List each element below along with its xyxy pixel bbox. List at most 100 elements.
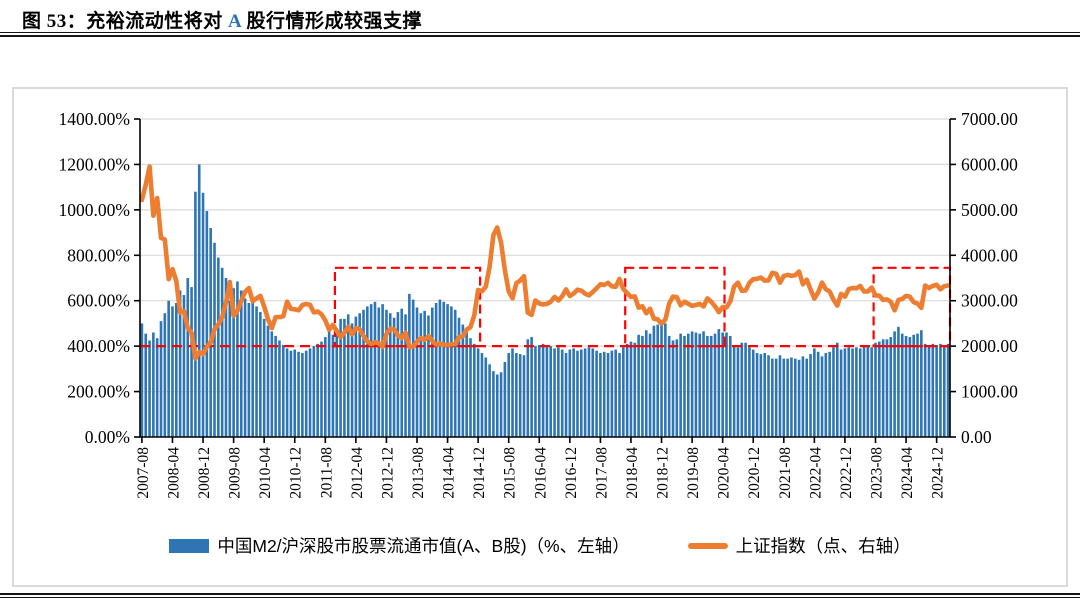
bar [744,342,747,437]
bar [862,345,866,437]
bar [923,343,927,437]
bar [717,329,721,437]
bar [220,267,224,437]
x-axis-tick-label: 2023-08 [869,447,886,499]
bar [278,340,281,437]
x-axis-tick-label: 2010-12 [288,447,305,499]
bar [885,339,889,437]
right-axis-tick-label: 5000.00 [961,200,1018,220]
bar [660,320,663,437]
bar [816,351,820,437]
axis-labels: 0.00% 200.00% 400.00% 600.00% 800.00% 1000.00… [59,109,1019,499]
bar [320,341,323,437]
title-rule-thin [0,32,1080,34]
bar [725,332,728,437]
right-axis-tick-label: 4000.00 [961,245,1018,265]
x-axis-tick-label: 2008-04 [166,447,183,499]
bottom-rule-thin [0,596,1080,599]
right-axis-tick-label: 3000.00 [961,291,1018,311]
bar [713,333,717,437]
bar [625,343,629,437]
highlight-box [872,266,952,348]
bar [148,340,151,437]
bar [828,351,831,437]
bar [251,300,255,437]
bar [392,317,396,437]
bar [178,290,182,437]
x-axis-tick-label: 2009-08 [227,447,244,499]
bar [545,345,549,437]
bar [560,349,564,437]
bar [476,348,480,437]
bar [690,331,694,437]
bar [270,331,274,437]
bar [186,278,190,437]
left-axis-tick-label: 1000.00% [59,200,130,220]
bar [656,324,660,437]
left-axis-tick-label: 1400.00% [59,109,130,129]
left-axis-tick-label: 200.00% [67,382,130,402]
bar [324,337,327,437]
bar [507,352,510,437]
bar [434,302,438,437]
bar [182,295,186,437]
legend-item-sse: 上证指数（点、右轴） [687,533,911,558]
figure-label: 图 53： [22,11,87,32]
bar [312,346,316,437]
bar [576,350,579,437]
bar [339,318,342,437]
bar [755,352,759,437]
bar [369,304,373,437]
x-axis-tick-label: 2010-04 [257,447,274,499]
bar [729,335,732,437]
bar [396,312,400,437]
x-axis-tick-label: 2011-08 [318,447,335,498]
bar [205,210,209,437]
right-axis-tick-label: 6000.00 [961,154,1018,174]
bar [140,323,144,437]
bar [648,333,652,437]
bar [904,335,908,437]
bar [942,345,946,437]
axes [134,118,956,443]
x-axis-tick-label: 2020-04 [716,447,733,499]
bar [801,356,805,437]
bar [541,343,545,437]
bar [144,333,148,437]
x-axis-tick-label: 2014-12 [471,447,488,499]
bar [549,346,553,437]
bar [740,342,744,437]
bar [442,301,446,437]
bar [266,325,270,437]
bar [736,347,740,437]
bar [522,355,526,437]
bar [499,372,503,437]
bar [480,352,484,437]
bar [644,330,648,437]
bar [530,337,533,437]
x-axis-tick-label: 2019-08 [685,447,702,499]
bar [400,308,404,437]
bar [671,340,675,437]
bar [786,358,789,437]
bar [346,314,350,437]
x-axis-tick-label: 2012-12 [379,447,396,499]
bar [847,347,851,437]
bar [912,334,915,437]
bar [262,318,266,437]
x-axis-tick-label: 2020-12 [746,447,763,499]
bar [537,345,541,437]
bar [790,357,793,437]
bar [664,323,667,437]
bar [587,347,591,437]
bar [835,342,839,437]
x-axis-tick-label: 2007-08 [135,447,152,499]
bar [771,358,774,437]
bar [438,299,442,437]
bar [557,347,560,437]
bar [870,347,873,437]
bar [385,309,388,437]
bar [492,371,495,437]
bar [343,318,346,437]
bar [698,333,702,437]
